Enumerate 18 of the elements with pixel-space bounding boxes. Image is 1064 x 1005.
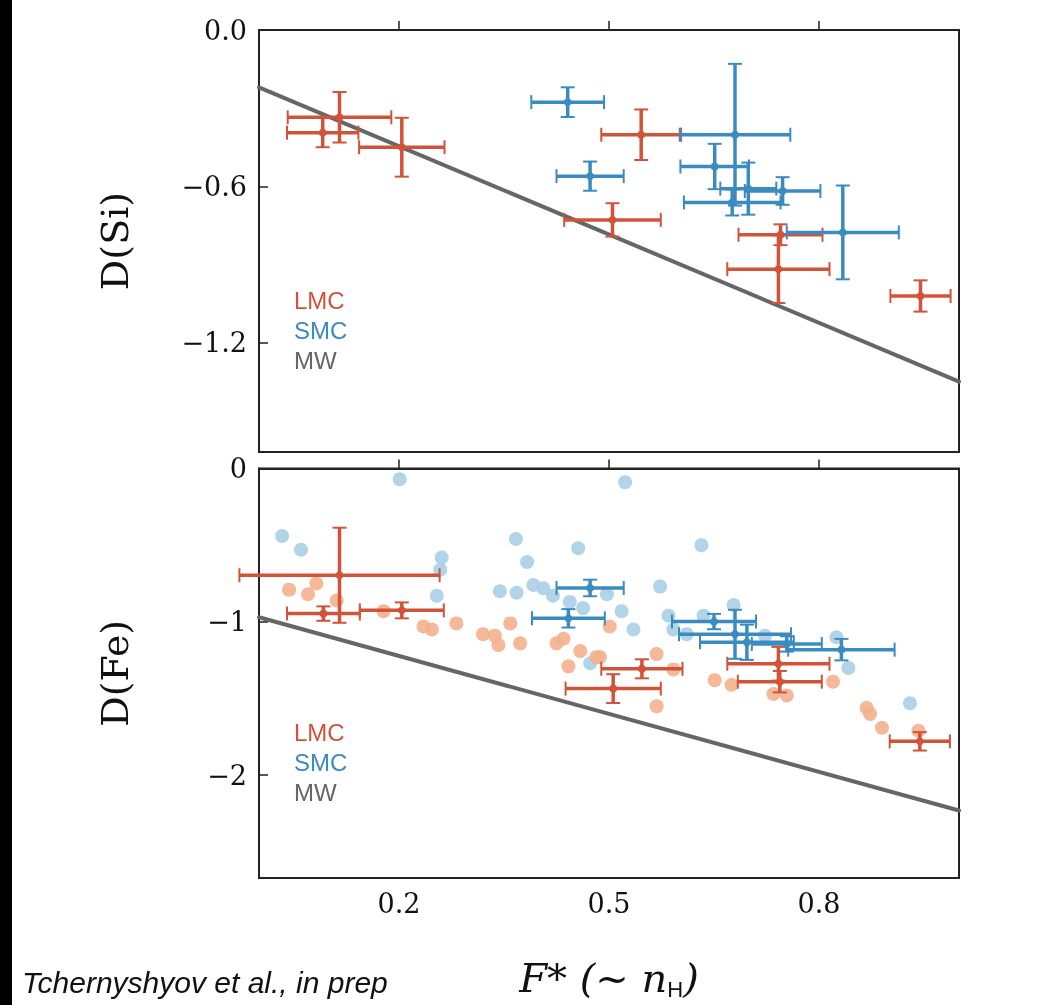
x-tick-label: 0.5 (587, 888, 631, 919)
y-axis-title: D(Si) (93, 191, 137, 291)
text: SMC (294, 316, 348, 344)
text: LMC (294, 718, 345, 746)
y-tick-label: −0.6 (181, 170, 247, 202)
y-tick-label: 0 (229, 453, 247, 484)
y-tick-label: −2 (207, 759, 247, 791)
text: SMC (294, 748, 348, 776)
text: MW (294, 778, 337, 806)
x-tick-label: 0.8 (797, 888, 841, 919)
y-tick-label: −1 (207, 606, 247, 638)
text: MW (294, 346, 337, 374)
y-axis-title: D(Fe) (93, 619, 137, 727)
text: Tchernyshyov et al., in prep (22, 965, 388, 999)
text: LMC (294, 286, 345, 314)
y-tick-label: −1.2 (181, 327, 247, 359)
y-tick-label: 0.0 (204, 14, 247, 46)
x-tick-label: 0.2 (377, 888, 421, 919)
